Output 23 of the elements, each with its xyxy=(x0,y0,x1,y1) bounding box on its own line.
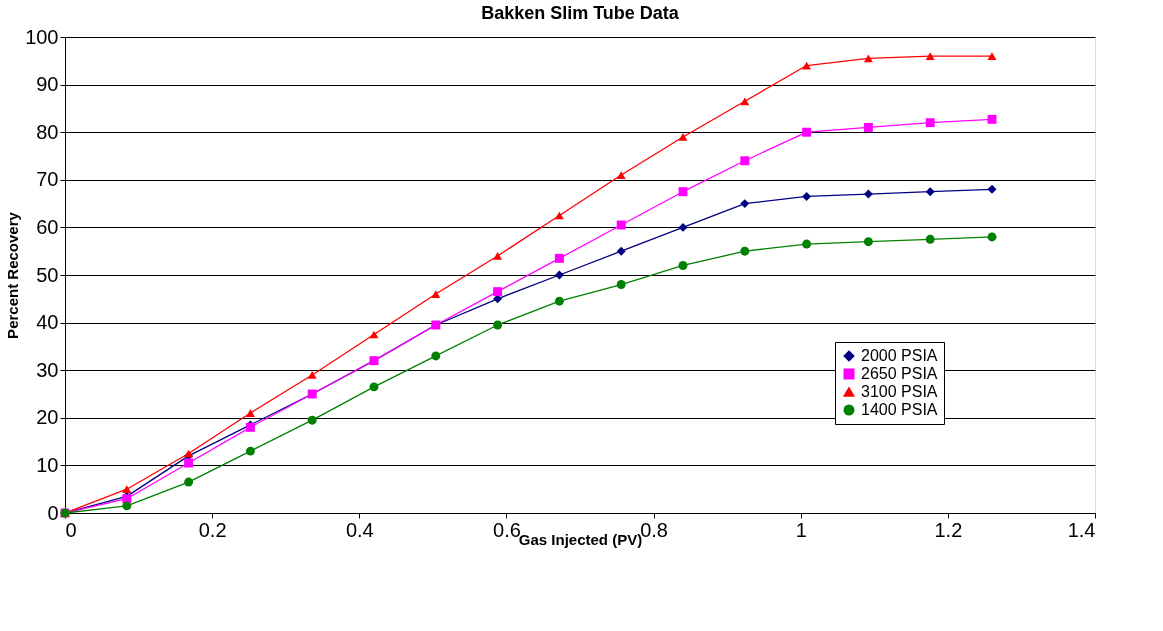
legend-label: 2000 PSIA xyxy=(861,347,938,364)
y-tick-label: 10 xyxy=(36,453,59,476)
y-tick-label: 40 xyxy=(36,311,59,334)
y-axis-title: Percent Recovery xyxy=(4,211,22,339)
y-tick-label: 50 xyxy=(36,263,59,286)
x-tick-label: 1.2 xyxy=(934,518,963,541)
y-tick-label: 100 xyxy=(25,25,59,48)
legend-label: 1400 PSIA xyxy=(861,401,938,418)
x-tick-label: 1.4 xyxy=(1067,518,1096,541)
y-tick-label: 20 xyxy=(36,406,59,429)
y-tick-label: 0 xyxy=(47,501,59,524)
y-tick-label: 70 xyxy=(36,168,59,191)
y-tick-label: 80 xyxy=(36,120,59,143)
legend-label: 2650 PSIA xyxy=(861,365,938,382)
x-tick-label: 0.2 xyxy=(198,518,227,541)
y-tick-label: 60 xyxy=(36,215,59,238)
legend-label: 3100 PSIA xyxy=(861,383,938,400)
y-tick-label: 30 xyxy=(36,358,59,381)
x-tick-label: 1 xyxy=(795,518,807,541)
x-tick-label: 0.4 xyxy=(345,518,374,541)
x-tick-label: 0 xyxy=(65,518,77,541)
chart-title: Bakken Slim Tube Data xyxy=(481,3,680,23)
y-tick-label: 90 xyxy=(36,73,59,96)
